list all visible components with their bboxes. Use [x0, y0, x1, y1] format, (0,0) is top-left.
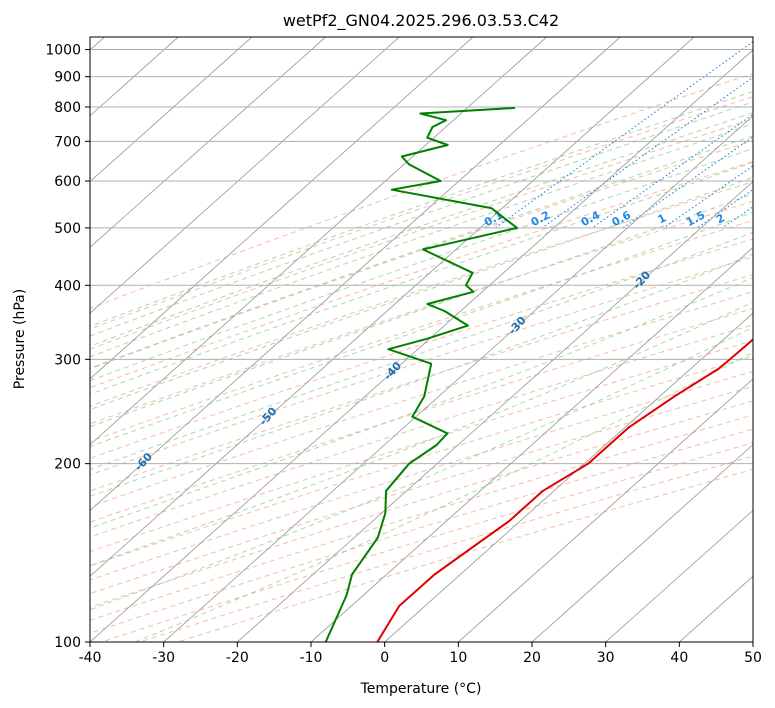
- x-tick-label: 20: [523, 650, 541, 666]
- moist-adiabat-line: [90, 176, 753, 411]
- isotherm-line: [310, 246, 753, 642]
- dry-adiabat-line: [90, 385, 753, 595]
- dry-adiabat-line: [90, 118, 753, 350]
- dry-adiabat-line: [90, 200, 753, 425]
- y-tick-label: 300: [54, 352, 81, 368]
- y-tick-label: 700: [54, 134, 81, 150]
- x-axis: -40 -30 -20 -10 0 10 20 30 40 50: [79, 642, 762, 666]
- dry-adiabat-line: [90, 96, 753, 330]
- isotherms: [90, 37, 753, 642]
- dry-adiabat-line: [90, 370, 753, 581]
- moist-adiabat-line: [90, 193, 753, 428]
- y-tick-label: 500: [54, 221, 81, 237]
- y-tick-label: 800: [54, 100, 81, 116]
- moist-adiabats: [90, 91, 753, 642]
- dry-adiabat-line: [90, 181, 753, 407]
- dry-adiabat-line: [90, 73, 753, 309]
- plot-area: 0.10.20.40.611.52346810131620253036-100-…: [90, 37, 763, 642]
- x-tick-label: -10: [300, 650, 323, 666]
- isotherm-line: [90, 37, 695, 577]
- x-tick-label: 30: [597, 650, 615, 666]
- x-tick-label: 40: [670, 650, 688, 666]
- y-axis-title: Pressure (hPa): [12, 289, 28, 389]
- mixing-ratio-line: [591, 113, 753, 229]
- isotherm-line: [605, 509, 753, 642]
- plot-frame: [89, 36, 754, 643]
- x-tick-label: 10: [449, 650, 467, 666]
- moist-adiabat-line: [90, 231, 753, 471]
- moist-adiabat-line: [90, 91, 753, 327]
- y-tick-label: 600: [54, 174, 81, 190]
- x-axis-title: Temperature (°C): [360, 681, 482, 697]
- dry-adiabat-line: [90, 291, 753, 508]
- mixing-ratio-lines: [494, 40, 753, 229]
- dry-adiabat-line: [90, 238, 753, 459]
- isotherm-line: [90, 37, 253, 183]
- x-tick-label: 50: [744, 650, 762, 666]
- moist-adiabat-line: [90, 211, 753, 448]
- y-tick-label: 200: [54, 457, 81, 473]
- chart-title: wetPf2_GN04.2025.296.03.53.C42: [283, 11, 559, 31]
- isotherm-line: [90, 37, 547, 446]
- isotherm-line: [163, 115, 753, 642]
- dry-adiabat-line: [90, 324, 753, 538]
- isotherm-line: [90, 49, 753, 642]
- y-tick-label: 1000: [45, 43, 81, 59]
- isotherm-line: [90, 37, 474, 380]
- y-tick-label: 900: [54, 70, 81, 86]
- isotherm-line: [90, 37, 326, 248]
- x-tick-label: -30: [152, 650, 175, 666]
- x-tick-label: -40: [79, 650, 102, 666]
- dry-adiabats: [90, 73, 753, 642]
- y-tick-label: 100: [54, 635, 81, 651]
- isotherm-line: [458, 378, 753, 642]
- y-axis: 100 200 300 400 500 600 700 800 900 1000: [45, 43, 90, 651]
- isotherm-line: [384, 312, 753, 642]
- mixing-ratio-line: [663, 165, 753, 229]
- profiles: [324, 106, 753, 642]
- moist-adiabat-line: [90, 112, 753, 347]
- pressure-gridlines: [90, 49, 753, 642]
- dry-adiabat-line: [90, 340, 753, 553]
- isotherm-line: [531, 444, 753, 642]
- isotherm-line: [90, 37, 400, 314]
- isotherm-line: [90, 37, 621, 512]
- x-tick-label: 0: [380, 650, 389, 666]
- moist-adiabat-line: [90, 277, 753, 529]
- temperature-profile-line: [376, 338, 753, 642]
- dewpoint-profile-line: [324, 106, 518, 642]
- y-tick-label: 400: [54, 278, 81, 294]
- mixing-ratio-label: 3: [750, 211, 763, 226]
- isotherm-line: [237, 180, 753, 642]
- x-tick-label: -20: [226, 650, 249, 666]
- moist-adiabat-line: [90, 161, 753, 395]
- mixing-ratio-line: [494, 40, 753, 229]
